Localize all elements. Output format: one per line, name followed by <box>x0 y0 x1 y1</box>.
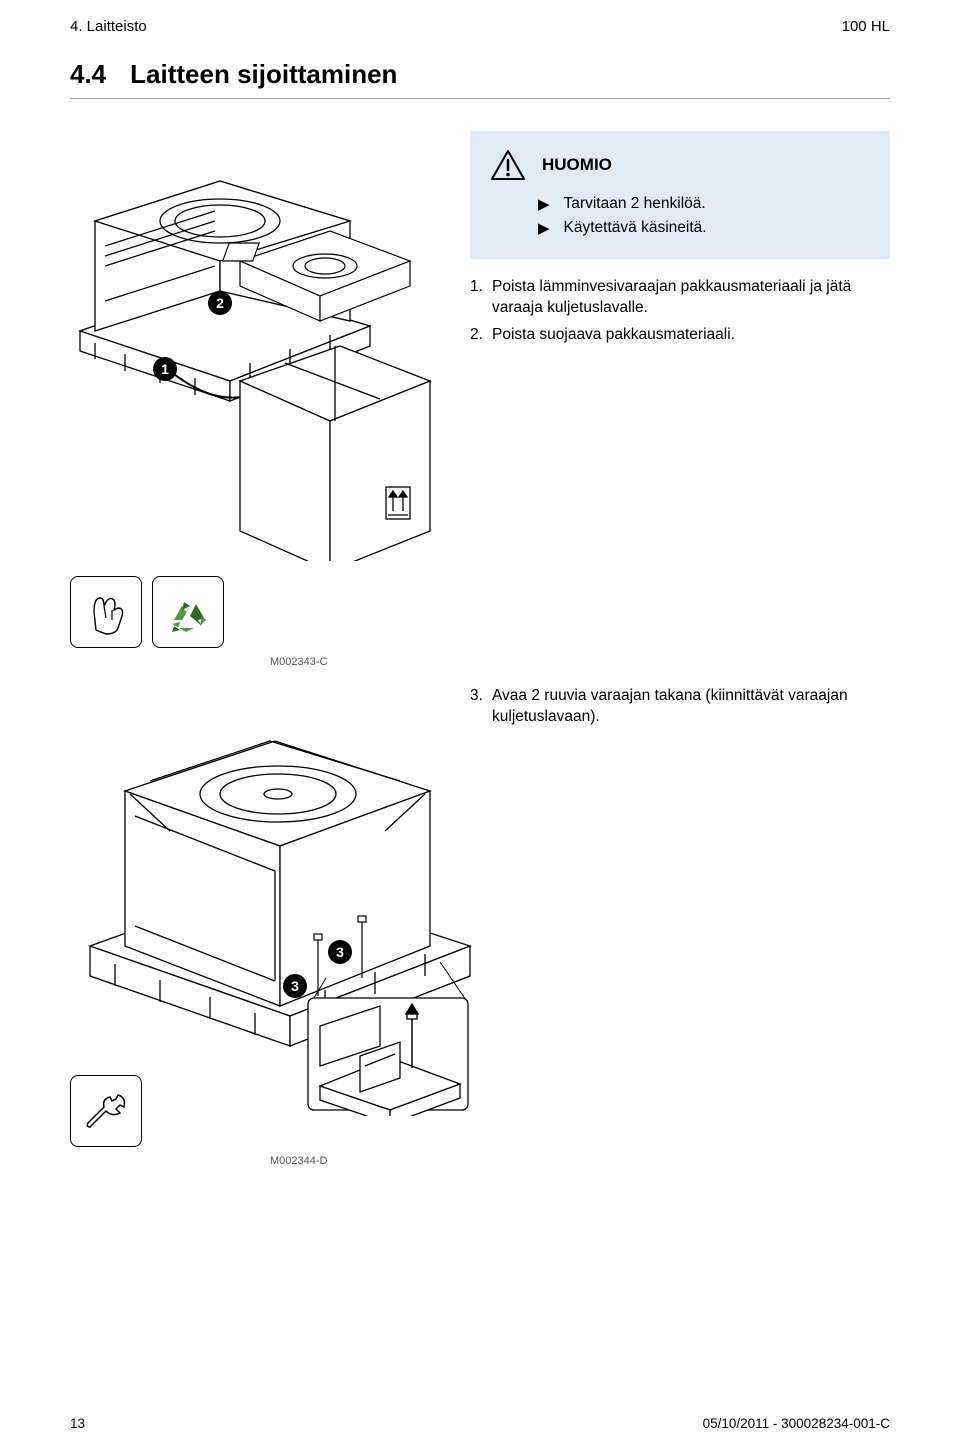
header-left: 4. Laitteisto <box>70 18 147 35</box>
svg-text:3: 3 <box>291 978 299 994</box>
notice-box: HUOMIO ▶ Tarvitaan 2 henkilöä. ▶ Käytett… <box>470 131 890 259</box>
svg-text:2: 2 <box>216 295 224 311</box>
notice-item: ▶ Käytettävä käsineitä. <box>538 219 870 237</box>
step-item: 1. Poista lämminvesivaraajan pakkausmate… <box>470 277 890 319</box>
arrow-icon: ▶ <box>538 219 550 237</box>
step-number: 2. <box>470 325 492 346</box>
footer-doc-id: 05/10/2011 - 300028234-001-C <box>703 1416 890 1431</box>
step-text: Poista lämminvesivaraajan pakkausmateria… <box>492 277 890 319</box>
figure1-id: M002343-C <box>270 656 450 668</box>
page-footer: 13 05/10/2011 - 300028234-001-C <box>70 1416 890 1431</box>
wrench-icon <box>70 1075 142 1147</box>
section-divider <box>70 98 890 99</box>
notice-text: Tarvitaan 2 henkilöä. <box>564 195 706 213</box>
warning-icon <box>490 149 526 181</box>
notice-text: Käytettävä käsineitä. <box>564 219 707 237</box>
step-list: 3. Avaa 2 ruuvia varaajan takana (kiinni… <box>470 686 890 728</box>
svg-text:1: 1 <box>161 361 169 377</box>
notice-title: HUOMIO <box>542 155 612 175</box>
step-number: 1. <box>470 277 492 319</box>
notice-item: ▶ Tarvitaan 2 henkilöä. <box>538 195 870 213</box>
section-name: Laitteen sijoittaminen <box>130 59 397 90</box>
section-title: 4.4 Laitteen sijoittaminen <box>70 59 890 90</box>
step-item: 3. Avaa 2 ruuvia varaajan takana (kiinni… <box>470 686 890 728</box>
figure2-id: M002344-D <box>270 1155 450 1167</box>
recycle-icon <box>152 576 224 648</box>
figure-unpack: 2 1 <box>70 131 450 561</box>
arrow-icon: ▶ <box>538 195 550 213</box>
section-number: 4.4 <box>70 59 106 90</box>
step-item: 2. Poista suojaava pakkausmateriaali. <box>470 325 890 346</box>
step-list: 1. Poista lämminvesivaraajan pakkausmate… <box>470 277 890 346</box>
step-text: Poista suojaava pakkausmateriaali. <box>492 325 890 346</box>
header-right: 100 HL <box>842 18 890 35</box>
footer-page-number: 13 <box>70 1416 85 1431</box>
figure-screws: 3 3 <box>70 686 490 1116</box>
glove-icon <box>70 576 142 648</box>
step-number: 3. <box>470 686 492 728</box>
svg-text:3: 3 <box>336 944 344 960</box>
page-header: 4. Laitteisto 100 HL <box>70 18 890 35</box>
step-text: Avaa 2 ruuvia varaajan takana (kiinnittä… <box>492 686 890 728</box>
